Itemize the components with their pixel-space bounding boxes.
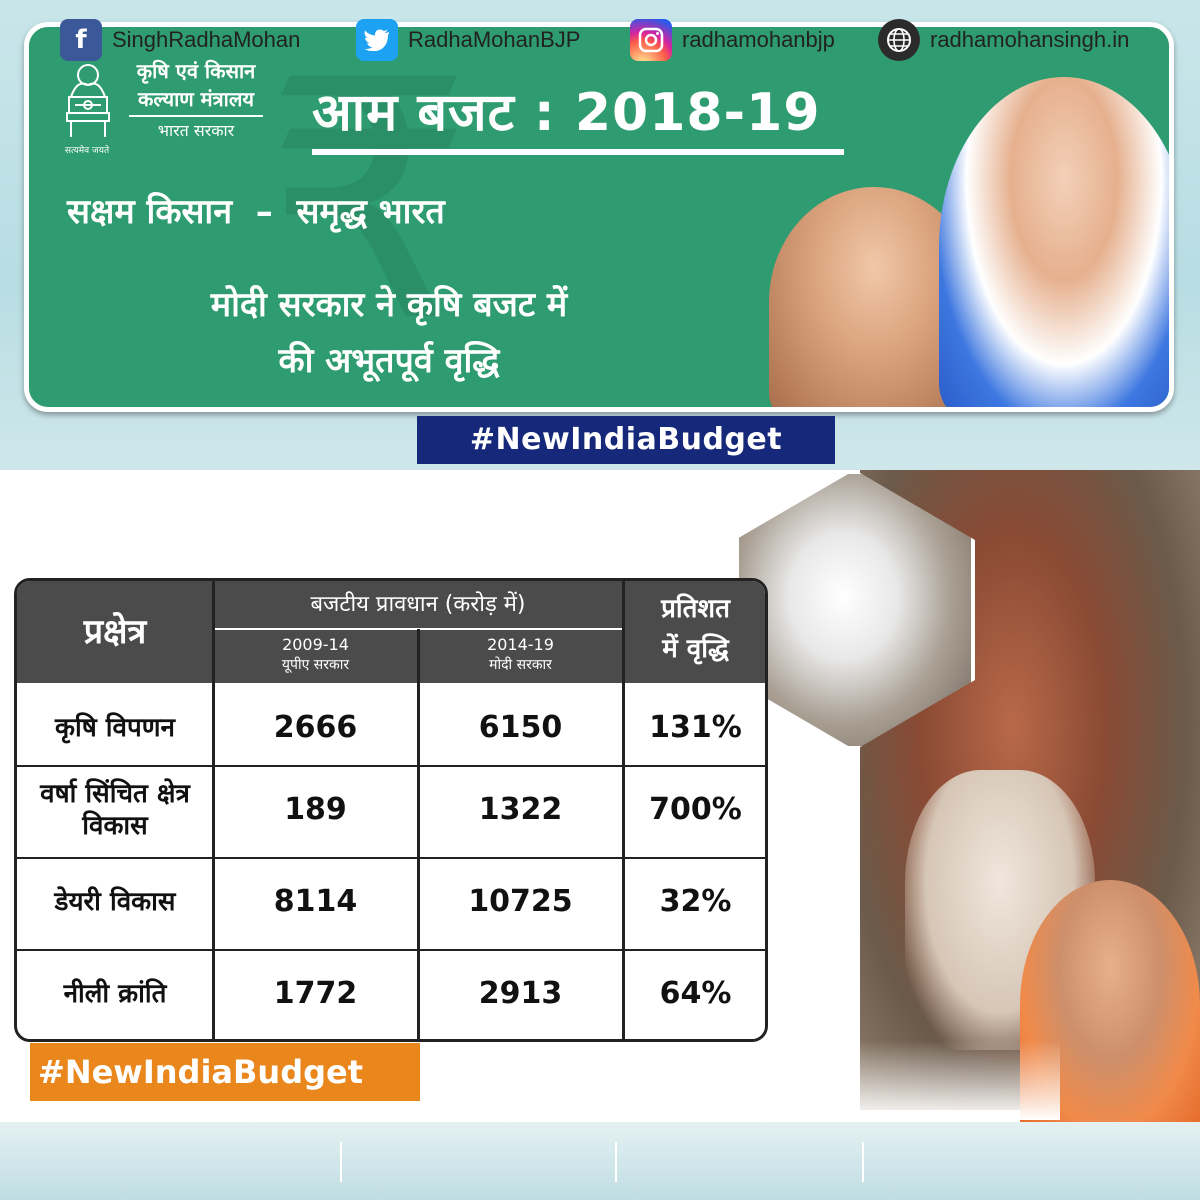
cell-2014-19: 2913 — [478, 976, 563, 1011]
ministry-line-2: कल्याण मंत्रालय — [137, 87, 255, 111]
cell-2009-14: 189 — [284, 792, 347, 827]
cell-2009-14: 1772 — [273, 976, 358, 1011]
twitter-icon — [356, 19, 398, 61]
cell-2009-14: 2666 — [273, 710, 358, 745]
rupee-watermark-icon: ₹ — [264, 22, 474, 394]
growth-line-1: मोदी सरकार ने कृषि बजट में — [210, 285, 568, 325]
twitter-bird-icon — [364, 29, 389, 51]
cell-2014-19: 1322 — [478, 792, 563, 827]
cell-growth: 700% — [649, 792, 742, 827]
instagram-link[interactable]: radhamohanbjp — [630, 18, 835, 62]
period2-govt: मोदी सरकार — [489, 657, 552, 673]
cell-2014-19: 10725 — [468, 884, 573, 919]
cell-growth: 64% — [659, 976, 732, 1011]
column-divider — [622, 581, 625, 1039]
globe-shape-icon — [887, 28, 911, 52]
period1-years: 2009-14 — [282, 635, 349, 654]
twitter-link[interactable]: RadhaMohanBJP — [356, 18, 580, 62]
national-emblem-icon — [66, 64, 110, 137]
ministry-name: कृषि एवं किसान कल्याण मंत्रालय भारत सरका… — [121, 57, 271, 142]
facebook-icon: f — [60, 19, 102, 61]
slogan: सक्षम किसान – समृद्ध भारत — [67, 192, 445, 232]
table-header: प्रक्षेत्र बजटीय प्रावधान (करोड़ में) प्… — [17, 581, 765, 683]
instagram-icon — [630, 19, 672, 61]
website-url: radhamohansingh.in — [930, 27, 1130, 52]
header-period-upa: 2009-14 यूपीए सरकार — [213, 629, 418, 683]
table-row: डेयरी विकास 8114 10725 32% — [17, 857, 765, 947]
portrait-photo-prime-minister — [939, 77, 1169, 407]
headline-underline — [312, 149, 844, 155]
table-row: नीली क्रांति 1772 2913 64% — [17, 949, 765, 1039]
header-sector: प्रक्षेत्र — [83, 612, 147, 652]
ministry-line-3: भारत सरकार — [157, 121, 235, 140]
budget-headline: आम बजट : 2018-19 — [312, 83, 821, 143]
row-divider — [17, 857, 765, 859]
table-row: कृषि विपणन 2666 6150 131% — [17, 683, 765, 773]
footer-separator — [615, 1142, 617, 1182]
cell-sector: कृषि विपणन — [55, 713, 175, 743]
header-percent-growth: प्रतिशत में वृद्धि — [623, 589, 765, 669]
instagram-handle: radhamohanbjp — [682, 27, 835, 52]
ministry-line-1: कृषि एवं किसान — [136, 59, 256, 83]
social-footer — [0, 1122, 1200, 1200]
header-period-modi: 2014-19 मोदी सरकार — [418, 629, 623, 683]
header-growth-line-1: प्रतिशत — [661, 594, 730, 624]
column-divider — [417, 629, 420, 1039]
cell-2014-19: 6150 — [478, 710, 563, 745]
instagram-camera-icon — [638, 27, 664, 53]
header-budget-provision: बजटीय प्रावधान (करोड़ में) — [310, 592, 526, 617]
cell-sector: वर्षा सिंचित क्षेत्र विकास — [40, 779, 190, 841]
cell-sector: डेयरी विकास — [54, 887, 176, 917]
hashtag-banner-bottom: #NewIndiaBudget — [30, 1043, 420, 1101]
hashtag-banner-top: #NewIndiaBudget — [417, 416, 835, 464]
row-divider — [17, 949, 765, 951]
emblem-caption: सत्यमेव जयते — [64, 146, 110, 156]
column-divider — [212, 581, 215, 1039]
ministry-divider — [129, 115, 263, 117]
cell-2009-14: 8114 — [273, 884, 358, 919]
growth-statement: मोदी सरकार ने कृषि बजट में की अभूतपूर्व … — [109, 277, 669, 389]
header-growth-line-2: में वृद्धि — [662, 634, 729, 664]
period2-years: 2014-19 — [487, 635, 554, 654]
cell-sector: नीली क्रांति — [63, 979, 167, 1009]
cell-growth: 131% — [649, 710, 742, 745]
cell-growth: 32% — [659, 884, 732, 919]
facebook-link[interactable]: f SinghRadhaMohan — [60, 18, 300, 62]
footer-separator — [340, 1142, 342, 1182]
globe-icon — [878, 19, 920, 61]
budget-banner: ₹ सत्यमेव जयते कृषि एवं किसान कल्याण मंत… — [24, 22, 1174, 412]
budget-table: प्रक्षेत्र बजटीय प्रावधान (करोड़ में) प्… — [14, 578, 768, 1042]
row-divider — [17, 765, 765, 767]
photo-fade — [760, 1040, 1060, 1120]
website-link[interactable]: radhamohansingh.in — [878, 18, 1129, 62]
period1-govt: यूपीए सरकार — [281, 657, 350, 673]
twitter-handle: RadhaMohanBJP — [408, 27, 581, 52]
facebook-handle: SinghRadhaMohan — [112, 27, 301, 52]
growth-line-2: की अभूतपूर्व वृद्धि — [278, 341, 500, 381]
milk-pouring-photo — [735, 470, 975, 750]
footer-separator — [862, 1142, 864, 1182]
table-row: वर्षा सिंचित क्षेत्र विकास 189 1322 700% — [17, 765, 765, 855]
